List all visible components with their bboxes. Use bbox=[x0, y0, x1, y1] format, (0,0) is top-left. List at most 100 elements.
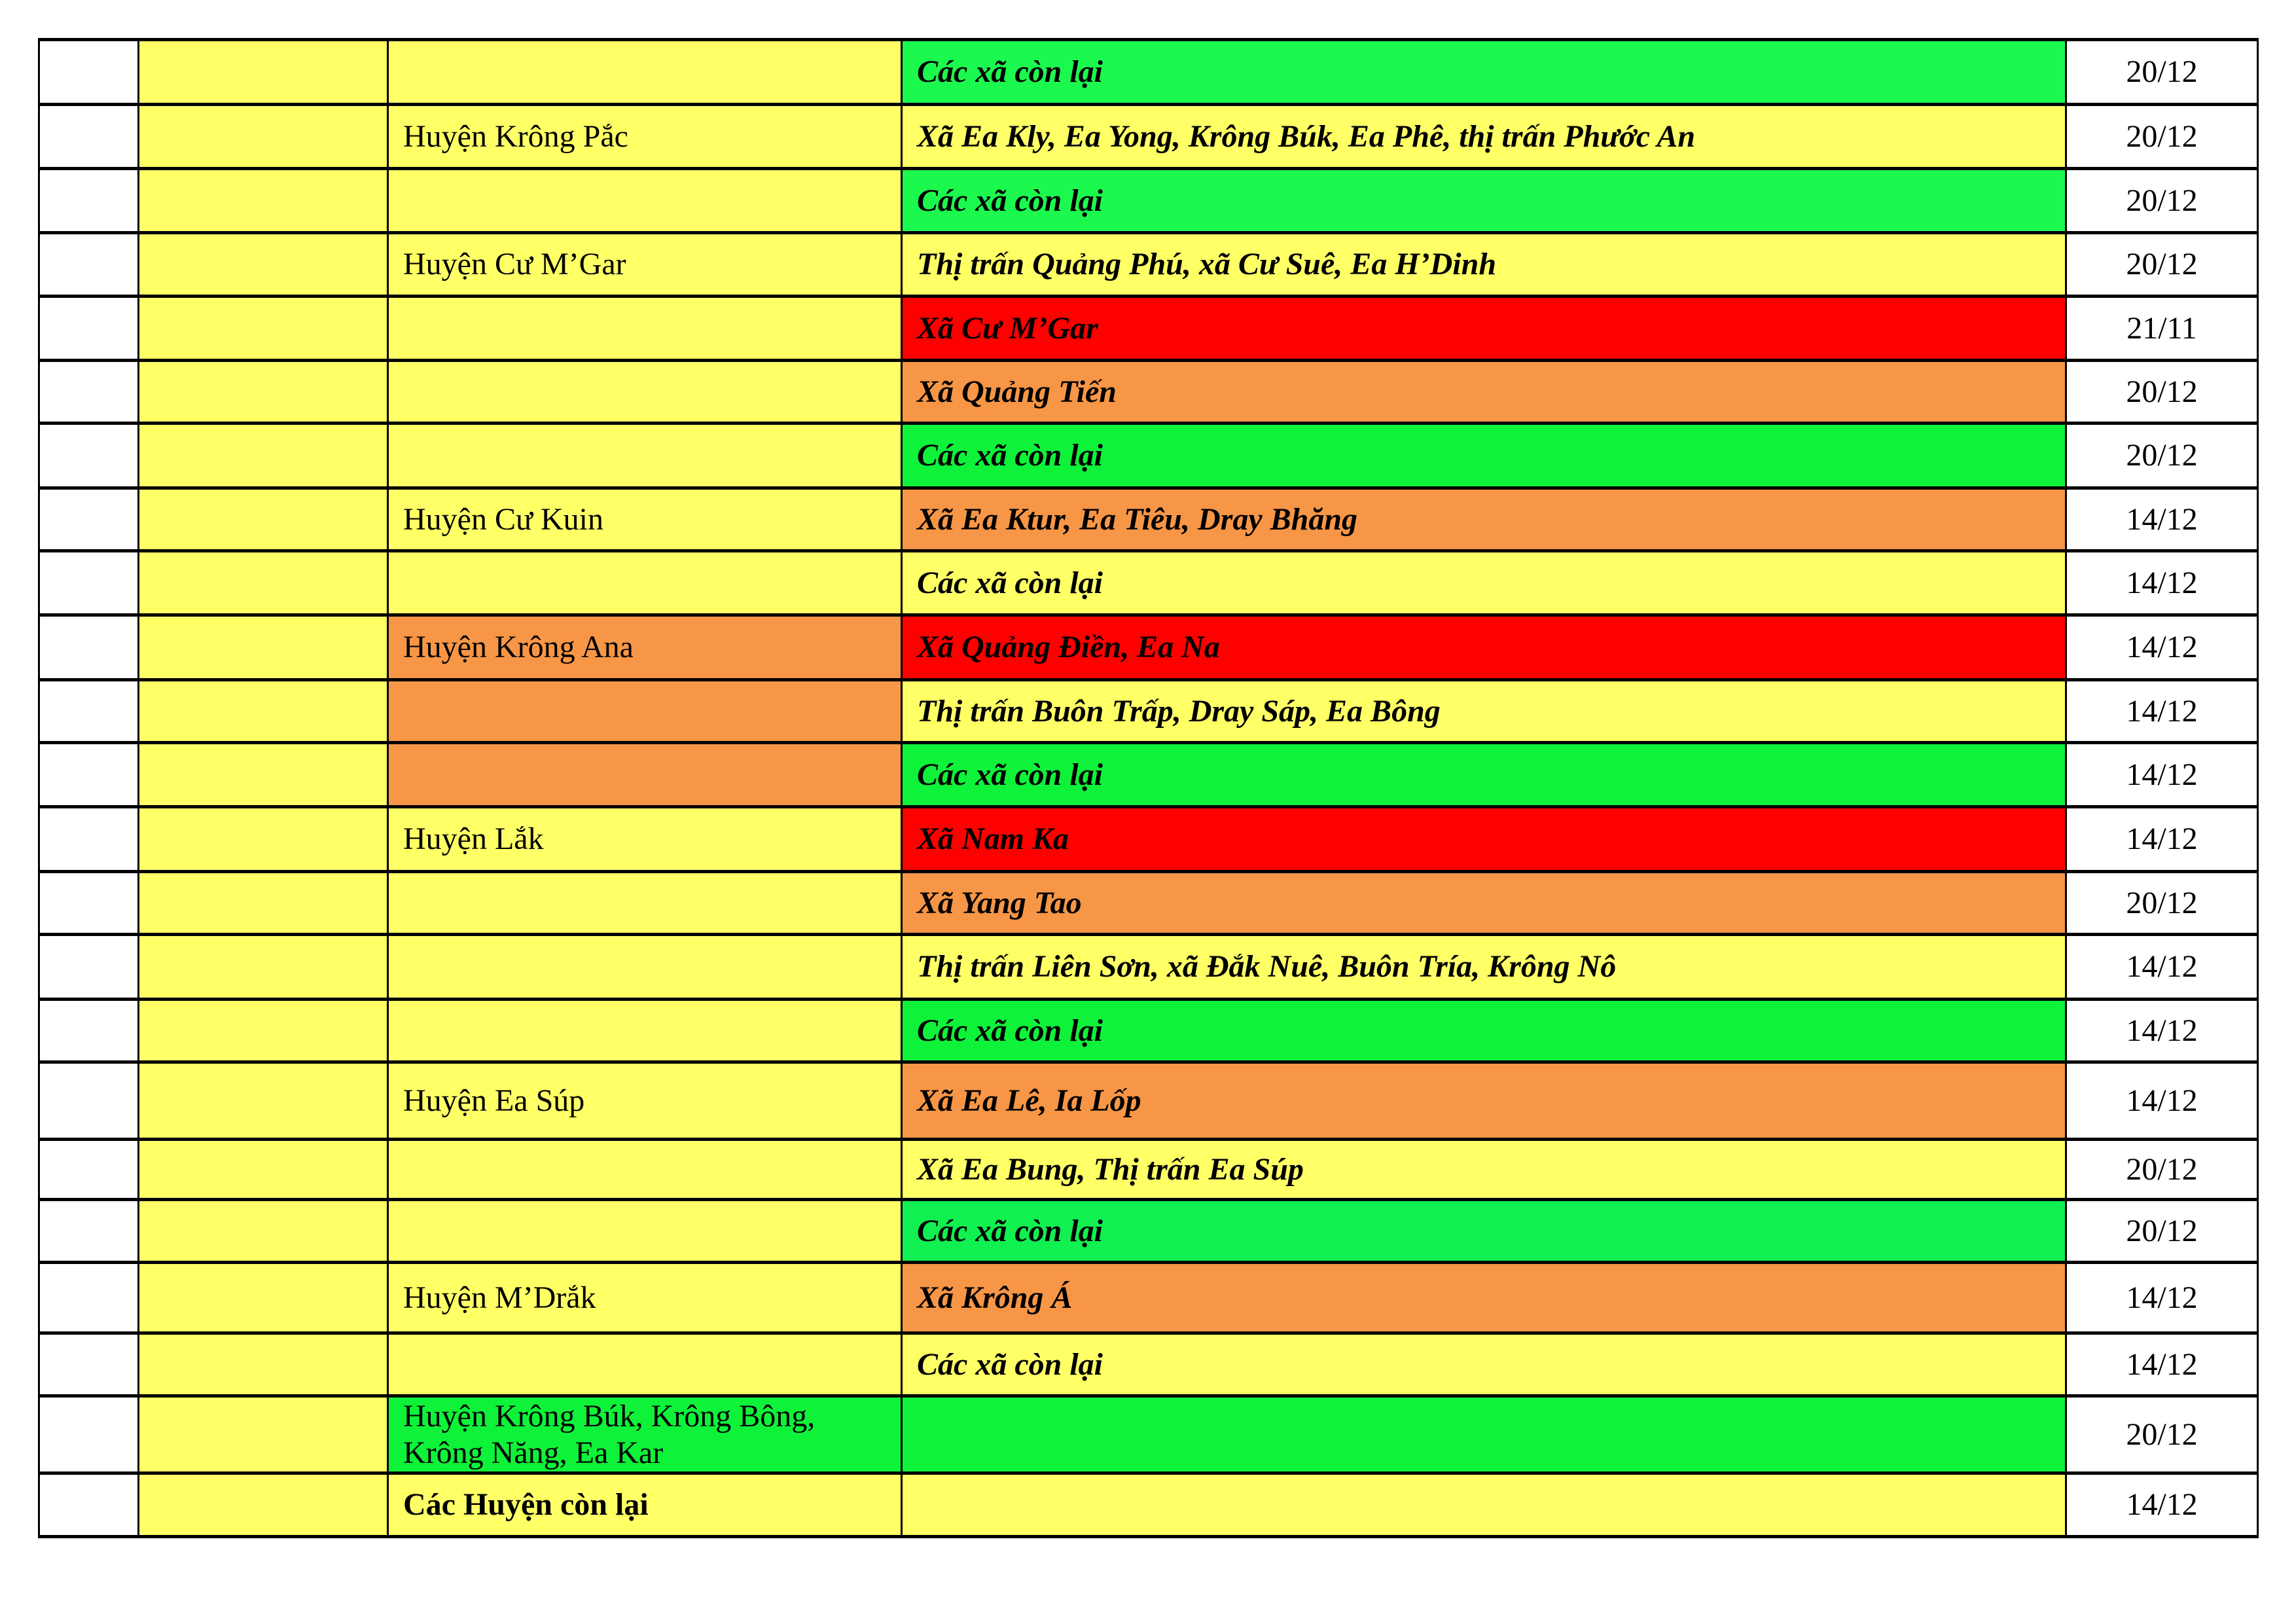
province-cell bbox=[137, 998, 389, 1064]
index-cell bbox=[38, 1261, 139, 1335]
table-row: Các xã còn lại 14/12 bbox=[38, 998, 2259, 1064]
district-cell bbox=[387, 870, 903, 936]
district-cell bbox=[387, 359, 903, 425]
district-cell: Huyện Krông Búk, Krông Bông, Krông Năng,… bbox=[387, 1394, 903, 1475]
date-cell: 20/12 bbox=[2065, 1138, 2259, 1201]
commune-cell: Các xã còn lại bbox=[901, 549, 2067, 617]
table-row: Huyện Cư Kuin Xã Ea Ktur, Ea Tiêu, Dray B… bbox=[38, 486, 2259, 552]
table-row: Các xã còn lại 14/12 bbox=[38, 1331, 2259, 1398]
index-cell bbox=[38, 741, 139, 808]
commune-cell: Xã Krông Á bbox=[901, 1261, 2067, 1335]
district-cell bbox=[387, 38, 903, 106]
commune-cell: Xã Quảng Tiến bbox=[901, 359, 2067, 425]
province-cell bbox=[137, 1394, 389, 1475]
date-cell: 20/12 bbox=[2065, 231, 2259, 298]
province-cell bbox=[137, 1331, 389, 1398]
index-cell bbox=[38, 1198, 139, 1264]
date-cell: 20/12 bbox=[2065, 1394, 2259, 1475]
index-cell bbox=[38, 231, 139, 298]
commune-cell: Thị trấn Quảng Phú, xã Cư Suê, Ea H’Dinh bbox=[901, 231, 2067, 298]
commune-cell: Xã Quảng Điền, Ea Na bbox=[901, 613, 2067, 681]
table-row: Các Huyện còn lại 14/12 bbox=[38, 1471, 2259, 1538]
table-row: Thị trấn Liên Sơn, xã Đắk Nuê, Buôn Tría… bbox=[38, 933, 2259, 1001]
index-cell bbox=[38, 103, 139, 170]
commune-cell: Các xã còn lại bbox=[901, 1331, 2067, 1398]
province-cell bbox=[137, 549, 389, 617]
index-cell bbox=[38, 1060, 139, 1141]
date-cell: 14/12 bbox=[2065, 486, 2259, 552]
index-cell bbox=[38, 486, 139, 552]
district-cell: Huyện Lắk bbox=[387, 805, 903, 873]
index-cell bbox=[38, 678, 139, 744]
date-cell: 20/12 bbox=[2065, 103, 2259, 170]
province-cell bbox=[137, 486, 389, 552]
date-cell: 20/12 bbox=[2065, 38, 2259, 106]
table-row: Huyện Krông Búk, Krông Bông, Krông Năng,… bbox=[38, 1394, 2259, 1475]
province-cell bbox=[137, 1060, 389, 1141]
date-cell: 14/12 bbox=[2065, 549, 2259, 617]
date-cell: 14/12 bbox=[2065, 998, 2259, 1064]
table-row: Các xã còn lại 20/12 bbox=[38, 422, 2259, 490]
date-cell: 20/12 bbox=[2065, 1198, 2259, 1264]
table-row: Các xã còn lại 14/12 bbox=[38, 741, 2259, 808]
commune-cell: Xã Nam Ka bbox=[901, 805, 2067, 873]
table-row: Các xã còn lại 20/12 bbox=[38, 1198, 2259, 1264]
index-cell bbox=[38, 1331, 139, 1398]
district-cell bbox=[387, 1198, 903, 1264]
table-row: Xã Quảng Tiến 20/12 bbox=[38, 359, 2259, 425]
district-cell: Huyện Krông Ana bbox=[387, 613, 903, 681]
district-cell bbox=[387, 1331, 903, 1398]
province-cell bbox=[137, 103, 389, 170]
table-row: Huyện Krông Pắc Xã Ea Kly, Ea Yong, Krông… bbox=[38, 103, 2259, 170]
district-cell bbox=[387, 1138, 903, 1201]
district-cell bbox=[387, 167, 903, 234]
commune-cell: Các xã còn lại bbox=[901, 998, 2067, 1064]
province-cell bbox=[137, 1198, 389, 1264]
province-cell bbox=[137, 870, 389, 936]
commune-cell: Các xã còn lại bbox=[901, 167, 2067, 234]
province-cell bbox=[137, 38, 389, 106]
commune-cell: Thị trấn Buôn Trấp, Dray Sáp, Ea Bông bbox=[901, 678, 2067, 744]
province-cell bbox=[137, 805, 389, 873]
district-cell bbox=[387, 741, 903, 808]
date-cell: 14/12 bbox=[2065, 613, 2259, 681]
index-cell bbox=[38, 167, 139, 234]
province-cell bbox=[137, 359, 389, 425]
commune-cell: Xã Yang Tao bbox=[901, 870, 2067, 936]
date-cell: 14/12 bbox=[2065, 678, 2259, 744]
district-cell bbox=[387, 422, 903, 490]
index-cell bbox=[38, 295, 139, 362]
date-cell: 14/12 bbox=[2065, 1471, 2259, 1538]
province-cell bbox=[137, 678, 389, 744]
index-cell bbox=[38, 38, 139, 106]
table-row: Huyện Ea Súp Xã Ea Lê, Ia Lốp 14/12 bbox=[38, 1060, 2259, 1141]
date-cell: 14/12 bbox=[2065, 1261, 2259, 1335]
district-cell: Huyện M’Drắk bbox=[387, 1261, 903, 1335]
commune-cell: Các xã còn lại bbox=[901, 1198, 2067, 1264]
commune-cell: Xã Ea Kly, Ea Yong, Krông Búk, Ea Phê, t… bbox=[901, 103, 2067, 170]
district-cell: Huyện Krông Pắc bbox=[387, 103, 903, 170]
table-row: Xã Cư M’Gar 21/11 bbox=[38, 295, 2259, 362]
district-cell bbox=[387, 295, 903, 362]
province-cell bbox=[137, 741, 389, 808]
district-cell: Huyện Cư Kuin bbox=[387, 486, 903, 552]
date-cell: 20/12 bbox=[2065, 359, 2259, 425]
commune-cell: Xã Ea Ktur, Ea Tiêu, Dray Bhăng bbox=[901, 486, 2067, 552]
index-cell bbox=[38, 549, 139, 617]
province-cell bbox=[137, 231, 389, 298]
date-cell: 14/12 bbox=[2065, 933, 2259, 1001]
province-cell bbox=[137, 422, 389, 490]
commune-cell: Các xã còn lại bbox=[901, 38, 2067, 106]
district-cell bbox=[387, 998, 903, 1064]
index-cell bbox=[38, 1471, 139, 1538]
commune-cell: Các xã còn lại bbox=[901, 741, 2067, 808]
district-cell: Huyện Ea Súp bbox=[387, 1060, 903, 1141]
date-cell: 20/12 bbox=[2065, 167, 2259, 234]
commune-cell: Xã Cư M’Gar bbox=[901, 295, 2067, 362]
index-cell bbox=[38, 805, 139, 873]
date-cell: 20/12 bbox=[2065, 422, 2259, 490]
index-cell bbox=[38, 998, 139, 1064]
date-cell: 14/12 bbox=[2065, 1060, 2259, 1141]
index-cell bbox=[38, 1138, 139, 1201]
outbreak-schedule-table: Các xã còn lại 20/12 Huyện Krông Pắc Xã Ea … bbox=[38, 38, 2259, 1538]
